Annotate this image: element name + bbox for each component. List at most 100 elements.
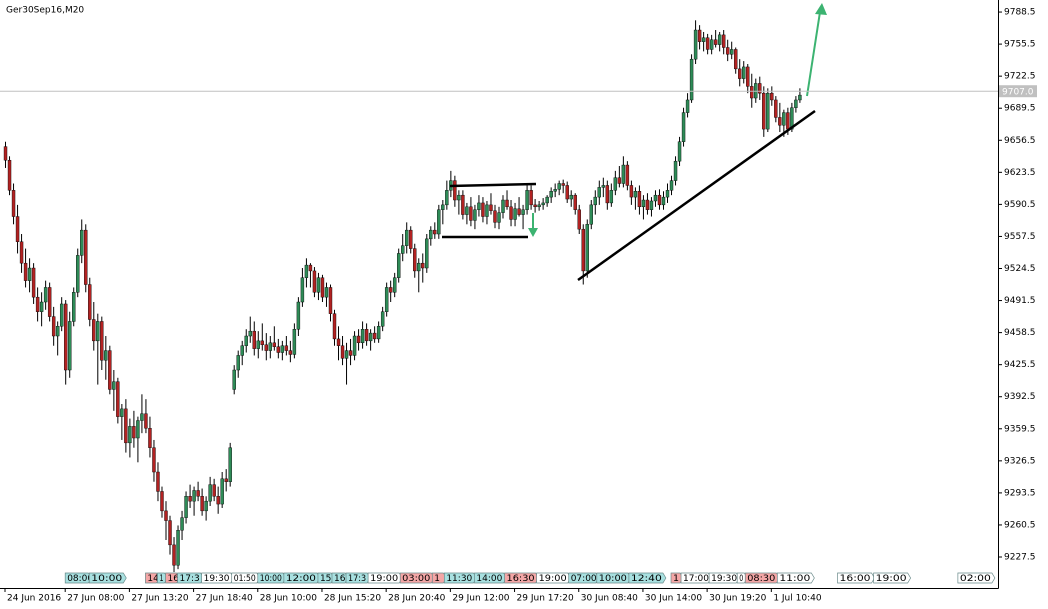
candle-body [152,447,156,473]
x-tick-label: 29 Jun 17:20 [517,594,574,604]
candle-body [11,190,16,217]
y-tick-label: 9260.5 [1004,520,1036,530]
candle-body [685,99,690,113]
candle-body [545,196,549,204]
candle-body [497,212,501,223]
candle-body [461,194,465,215]
y-tick-label: 9623.5 [1004,168,1036,178]
arrow-head [528,228,538,237]
candle-body [437,209,441,235]
candle-body [786,112,790,130]
candle-body [513,208,517,220]
candle-body [429,229,433,240]
candle-body [489,204,493,211]
candle-body [372,332,377,340]
event-label: 02:00 [960,574,991,584]
event-label: 10:00 [599,574,627,584]
event-marker [628,572,667,584]
candle-body [124,408,128,444]
candle-body [593,196,597,206]
candle-body [108,350,112,390]
candle-body [236,355,240,371]
candle-body [308,264,313,272]
candle-body [433,229,437,235]
candle-body [501,199,505,213]
candle-body [23,262,28,281]
chart-title: Ger30Sep16,M20 [6,6,84,16]
candle-body [332,313,337,340]
candle-body [164,510,168,521]
event-label: 19:30 [711,574,737,584]
candle-body [188,496,192,502]
candle-body [413,248,417,272]
candle-body [288,350,293,355]
x-tick-label: 27 Jun 13:20 [131,594,188,604]
candle-body [573,194,577,210]
x-tick-label: 29 Jun 12:00 [452,594,509,604]
event-label: 19:30 [204,574,230,584]
candle-body [27,267,32,281]
candle-body [453,180,457,201]
event-label: 1 [434,574,440,584]
candle-body [621,164,626,184]
candle-body [770,92,774,101]
candle-body [601,185,606,188]
candle-body [376,326,381,340]
event-label: 16 [167,574,179,584]
candle-body [561,183,565,186]
candle-body [55,326,60,337]
event-label: 19:00 [539,574,567,584]
candle-body [774,99,778,118]
x-tick-label: 24 Jun 2016 [7,594,61,604]
candle-body [104,350,108,361]
candle-body [112,381,116,390]
candle-body [665,190,670,198]
candle-body [581,228,585,272]
candle-body [312,270,317,293]
event-label: 17:3 [180,574,200,584]
candle-body [585,224,589,272]
candle-body [721,34,726,48]
x-tick-label: 30 Jun 19:20 [709,594,766,604]
event-marker [873,572,912,584]
candle-body [633,191,638,198]
candle-body [216,496,220,505]
candle-body [356,335,361,344]
arrow-head [815,3,827,15]
candle-body [51,316,56,337]
y-tick-label: 9359.5 [1004,424,1036,434]
x-tick-label: 27 Jun 18:40 [196,594,253,604]
candle-body [84,229,88,285]
candle-body [320,277,325,298]
event-label: 14:00 [476,574,502,584]
candle-body [541,202,545,206]
candle-body [348,350,353,356]
candle-body [589,204,593,225]
candle-body [292,329,297,355]
candle-body [657,194,662,206]
event-label: 10:00 [91,574,122,584]
candle-body [557,183,561,190]
candle-body [43,287,48,303]
event-label: 14: [147,574,161,584]
candle-body [569,194,573,200]
candle-body [493,210,497,223]
candle-body [425,238,429,269]
y-tick-label: 9557.5 [1004,232,1036,242]
candle-body [344,350,349,359]
event-label: 11:00 [779,574,810,584]
event-label: 10:00 [260,574,282,584]
y-tick-label: 9755.5 [1004,40,1036,50]
y-tick-label: 9425.5 [1004,360,1036,370]
candle-body [517,208,521,215]
candle-body [63,303,68,371]
candle-body [762,92,766,130]
candle-body [481,202,485,217]
candle-body [176,530,180,566]
candle-body [144,413,148,429]
trend-line [577,109,816,282]
range-top-line [449,182,537,188]
candle-body [328,287,333,314]
